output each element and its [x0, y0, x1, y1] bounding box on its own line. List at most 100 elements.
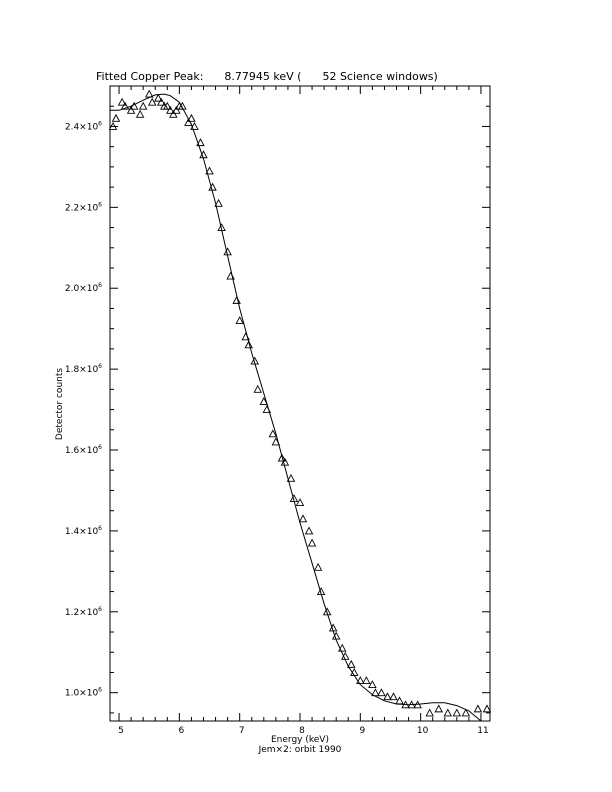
data-point [259, 397, 269, 405]
data-point [208, 182, 217, 191]
x-tick-label: 8 [299, 726, 305, 736]
data-point [120, 101, 130, 110]
data-point [268, 429, 278, 438]
data-point [253, 384, 263, 393]
y-tick-mantissa: 1.2×10 [65, 608, 99, 618]
x-tick-label: 5 [118, 726, 124, 736]
y-tick-label: 2.4×106 [65, 120, 102, 132]
data-point [111, 113, 121, 122]
data-point [368, 680, 377, 689]
data-point [371, 688, 380, 697]
data-point [425, 708, 434, 717]
data-point [407, 700, 416, 709]
y-tick-label: 2.2×106 [65, 201, 102, 213]
data-point [401, 700, 410, 709]
data-point [226, 271, 235, 280]
data-point [395, 696, 404, 705]
axis-ticks [110, 85, 490, 721]
y-tick-exponent: 6 [98, 444, 102, 451]
x-tick-label: 6 [178, 726, 184, 736]
y-tick-exponent: 6 [98, 606, 102, 613]
data-point [316, 587, 326, 596]
data-point [286, 473, 296, 482]
data-point [169, 109, 178, 118]
data-point [304, 526, 314, 535]
data-point [144, 89, 154, 98]
data-point [262, 405, 272, 414]
data-point [223, 247, 232, 256]
data-point [331, 631, 341, 640]
y-tick-exponent: 6 [98, 363, 102, 370]
data-point [129, 101, 139, 110]
data-point [250, 356, 260, 365]
data-point [350, 668, 359, 676]
y-tick-label: 1.2×106 [65, 606, 102, 618]
data-point [443, 708, 453, 717]
data-point [232, 295, 241, 304]
data-point [214, 198, 223, 207]
data-point [337, 643, 347, 652]
data-point [178, 101, 187, 110]
x-tick-label: 11 [477, 726, 488, 736]
data-point [135, 109, 145, 118]
x-tick-labels: 5 6 7 8 9 10 11 [118, 726, 488, 736]
data-point [482, 704, 492, 713]
data-point [271, 437, 281, 446]
data-point [362, 676, 371, 685]
data-point [298, 514, 308, 523]
data-point [289, 494, 299, 502]
y-tick-mantissa: 2.2×10 [65, 203, 99, 213]
y-tick-label: 1.8×106 [65, 363, 102, 375]
y-tick-mantissa: 2.0×10 [65, 284, 99, 294]
y-tick-mantissa: 1.8×10 [65, 365, 99, 375]
data-point [307, 538, 317, 547]
data-point [241, 332, 250, 341]
y-tick-labels: 1.0×1061.2×1061.4×1061.6×1061.8×1062.0×1… [65, 120, 102, 698]
data-point [313, 562, 323, 571]
data-point [347, 659, 356, 668]
data-point [166, 105, 175, 114]
plot-frame [109, 85, 491, 722]
data-point [108, 121, 118, 130]
data-point [413, 700, 422, 709]
data-point [163, 101, 172, 110]
y-tick-label: 1.0×106 [65, 687, 102, 699]
y-tick-mantissa: 1.0×10 [65, 689, 99, 699]
y-tick-exponent: 6 [98, 525, 102, 532]
data-point [340, 651, 350, 660]
y-axis-label: Detector counts [55, 368, 65, 440]
data-point [383, 692, 392, 701]
data-point [157, 97, 166, 106]
data-point [322, 607, 332, 616]
data-point [154, 93, 163, 102]
data-points [108, 89, 492, 717]
y-tick-exponent: 6 [98, 687, 102, 694]
data-point [172, 105, 181, 114]
data-point [187, 113, 196, 122]
data-point [190, 121, 199, 130]
data-point [389, 692, 398, 701]
data-point [356, 676, 365, 685]
data-point [434, 704, 443, 713]
data-point [452, 708, 462, 717]
chart-title: Fitted Copper Peak: 8.77945 keV ( 52 Sci… [96, 70, 438, 83]
data-point [184, 117, 193, 126]
data-point [147, 97, 157, 106]
data-point [205, 166, 214, 175]
x-axis-label: Energy (keV) [271, 735, 329, 745]
data-point [235, 316, 244, 325]
data-point [461, 708, 471, 717]
data-point [199, 150, 208, 159]
data-point [217, 223, 226, 232]
data-point [473, 704, 483, 713]
y-tick-label: 1.6×106 [65, 444, 102, 456]
y-tick-mantissa: 2.4×10 [65, 122, 99, 132]
data-point [126, 105, 136, 114]
data-point [328, 623, 338, 632]
y-tick-mantissa: 1.4×10 [65, 527, 99, 537]
y-tick-label: 1.4×106 [65, 525, 102, 537]
y-tick-mantissa: 1.6×10 [65, 446, 99, 456]
data-point [295, 498, 305, 507]
y-tick-exponent: 6 [98, 120, 102, 127]
